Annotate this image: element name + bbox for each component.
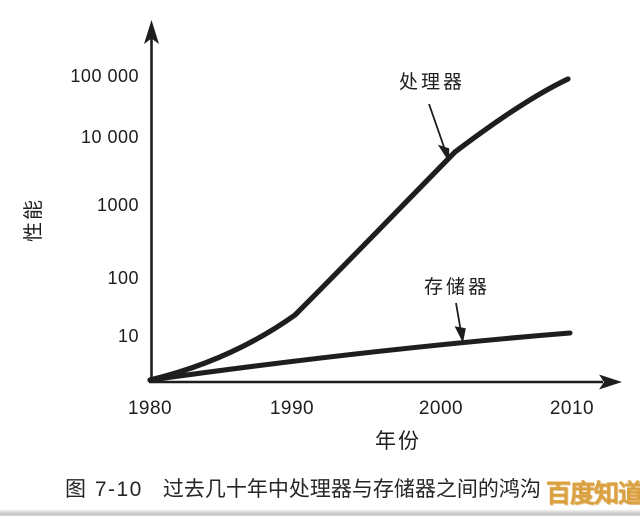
x-tick-2010: 2010 xyxy=(549,398,595,419)
memory-label: 存储器 xyxy=(424,277,491,298)
memory-curve xyxy=(147,330,573,383)
y-tick-100: 100 xyxy=(107,268,139,288)
y-tick-10000: 10 000 xyxy=(80,127,139,147)
y-tick-1000: 1000 xyxy=(96,195,139,215)
processor-curve xyxy=(147,76,571,383)
x-tick-2000: 2000 xyxy=(418,398,464,419)
memory-annotation-arrowhead xyxy=(454,326,466,343)
processor-label: 处理器 xyxy=(399,72,466,93)
scan-edge-shadow xyxy=(0,509,640,516)
x-tick-1980: 1980 xyxy=(127,398,173,419)
y-axis-title: 性能 xyxy=(23,198,45,242)
processor-annotation-arrowhead xyxy=(437,144,450,162)
y-tick-100000: 100 000 xyxy=(70,66,139,86)
figure-caption: 图 7-10 过去几十年中处理器与存储器之间的鸿沟 xyxy=(65,477,541,502)
figure-caption-text: 过去几十年中处理器与存储器之间的鸿沟 xyxy=(162,478,541,501)
processor-annotation-arrow-line xyxy=(428,103,445,148)
memory-annotation-arrow-line xyxy=(455,302,462,330)
x-tick-1990: 1990 xyxy=(269,398,315,419)
y-tick-10: 10 xyxy=(117,326,139,346)
x-axis-title: 年份 xyxy=(375,430,421,453)
watermark-baidu-zhidao: 百度知道 xyxy=(546,480,640,508)
x-axis-arrowhead xyxy=(599,374,622,390)
y-axis-arrowhead xyxy=(144,20,159,44)
figure-caption-number: 图 7-10 xyxy=(65,478,143,501)
